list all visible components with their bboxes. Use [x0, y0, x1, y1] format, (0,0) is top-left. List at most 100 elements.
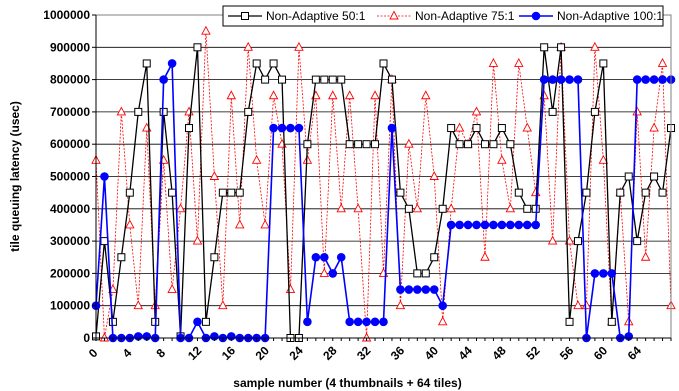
data-point	[413, 285, 422, 294]
data-point	[472, 124, 481, 133]
data-point	[235, 219, 245, 229]
data-point	[134, 107, 143, 116]
data-point	[396, 188, 405, 197]
data-point	[463, 220, 473, 230]
x-tick-label: 48	[489, 343, 509, 363]
data-point	[632, 106, 642, 116]
data-point	[285, 284, 296, 293]
y-axis-label: tile queuing latency (usec)	[8, 101, 22, 252]
data-point	[590, 269, 600, 278]
data-point	[650, 172, 659, 181]
x-tick-label: 28	[320, 343, 340, 363]
data-point	[370, 317, 380, 327]
legend-swatch-marker	[389, 10, 399, 20]
data-point	[320, 75, 329, 84]
data-point	[328, 75, 337, 84]
data-point	[573, 75, 583, 84]
series-layer	[91, 25, 676, 343]
data-point	[522, 122, 532, 132]
data-point	[429, 171, 439, 180]
data-point	[133, 300, 144, 310]
data-point	[209, 171, 220, 180]
data-point	[573, 300, 583, 310]
y-tick-label: 400000	[50, 202, 90, 216]
data-point	[268, 90, 279, 100]
y-tick-label: 700000	[50, 105, 90, 119]
y-tick-label: 100000	[50, 299, 90, 313]
data-point	[396, 285, 405, 294]
data-point	[455, 220, 464, 230]
series-3	[91, 59, 676, 343]
y-tick-label: 300000	[50, 234, 90, 248]
data-point	[218, 188, 227, 197]
legend-box	[222, 5, 664, 27]
data-point	[379, 317, 388, 327]
data-point	[633, 237, 642, 246]
data-point	[658, 188, 667, 197]
data-point	[370, 90, 380, 100]
data-point	[311, 75, 320, 84]
data-point	[210, 253, 219, 262]
y-tick-label: 500000	[50, 170, 90, 184]
legend-label: Non-Adaptive 75:1	[415, 9, 515, 23]
data-point	[193, 43, 202, 52]
x-axis-label: sample number (4 thumbnails + 64 tiles)	[233, 376, 461, 390]
data-point	[607, 269, 617, 278]
data-point	[657, 57, 668, 67]
data-point	[371, 140, 380, 149]
data-point	[598, 154, 609, 164]
data-point	[429, 285, 439, 294]
x-tick-label: 0	[86, 346, 101, 361]
data-point	[278, 75, 287, 84]
data-point	[142, 59, 151, 68]
data-point	[192, 235, 203, 245]
x-tick-label: 60	[591, 343, 611, 363]
data-point	[573, 237, 582, 246]
series-line	[95, 31, 672, 339]
data-point	[159, 75, 168, 84]
legend-swatch-marker	[241, 12, 249, 20]
data-point	[556, 75, 566, 84]
y-tick-label: 0	[83, 331, 90, 345]
data-point	[472, 220, 481, 230]
data-point	[506, 220, 515, 230]
data-point	[471, 106, 482, 116]
data-point	[320, 252, 329, 262]
data-point	[353, 203, 363, 213]
data-point	[489, 220, 498, 230]
data-point	[100, 172, 109, 181]
data-point	[489, 140, 498, 149]
y-tick-label: 600000	[50, 137, 90, 151]
x-tick-label: 16	[219, 343, 239, 363]
data-point	[117, 253, 126, 262]
data-point	[302, 154, 313, 164]
data-point	[438, 204, 447, 213]
data-point	[260, 219, 270, 229]
data-point	[514, 188, 523, 197]
data-point	[395, 300, 406, 310]
x-tick-label: 56	[557, 343, 577, 363]
data-point	[294, 41, 304, 51]
data-point	[582, 188, 591, 197]
data-point	[167, 59, 177, 68]
data-point	[303, 317, 312, 327]
x-tick-label: 4	[120, 346, 135, 361]
data-point	[488, 57, 499, 67]
data-point	[421, 90, 431, 100]
data-point	[514, 57, 524, 67]
data-point	[353, 317, 363, 327]
data-point	[480, 140, 489, 149]
x-tick-label: 40	[422, 343, 442, 363]
x-tick-label: 24	[286, 343, 306, 363]
x-tick-label: 8	[154, 346, 169, 361]
data-point	[658, 75, 667, 84]
data-point	[168, 188, 177, 197]
data-point	[125, 188, 134, 197]
data-point	[421, 285, 431, 294]
data-point	[557, 43, 566, 52]
data-point	[454, 122, 465, 132]
data-point	[480, 251, 490, 261]
data-point	[446, 220, 456, 230]
data-point	[201, 25, 211, 35]
